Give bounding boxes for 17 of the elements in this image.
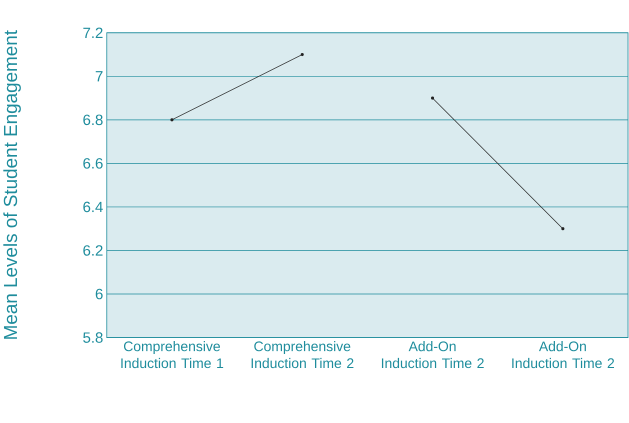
point xyxy=(170,118,174,122)
y-tick-label: 6 xyxy=(96,288,103,300)
y-tick-label: 7.2 xyxy=(83,28,103,38)
y-tick-label: 6.2 xyxy=(83,245,103,256)
point xyxy=(431,96,434,100)
y-tick-label: 6.8 xyxy=(83,114,103,126)
point xyxy=(561,227,564,230)
y-tick-label: 6.4 xyxy=(83,202,103,212)
y-tick-label: 6.6 xyxy=(83,158,103,169)
x-tick-label: Add-On Induction Time 2 xyxy=(382,341,484,368)
y-axis-title: Mean Levels of Student Engagement xyxy=(3,30,21,339)
x-tick-label: Comprehensive Induction Time 1 xyxy=(121,341,224,368)
y-tick-label: 7 xyxy=(96,71,103,82)
point xyxy=(300,53,304,56)
y-tick-label: 5.8 xyxy=(83,332,103,343)
x-tick-label: Comprehensive Induction Time 2 xyxy=(252,341,354,368)
x-tick-label: Add-On Induction Time 2 xyxy=(512,341,614,368)
